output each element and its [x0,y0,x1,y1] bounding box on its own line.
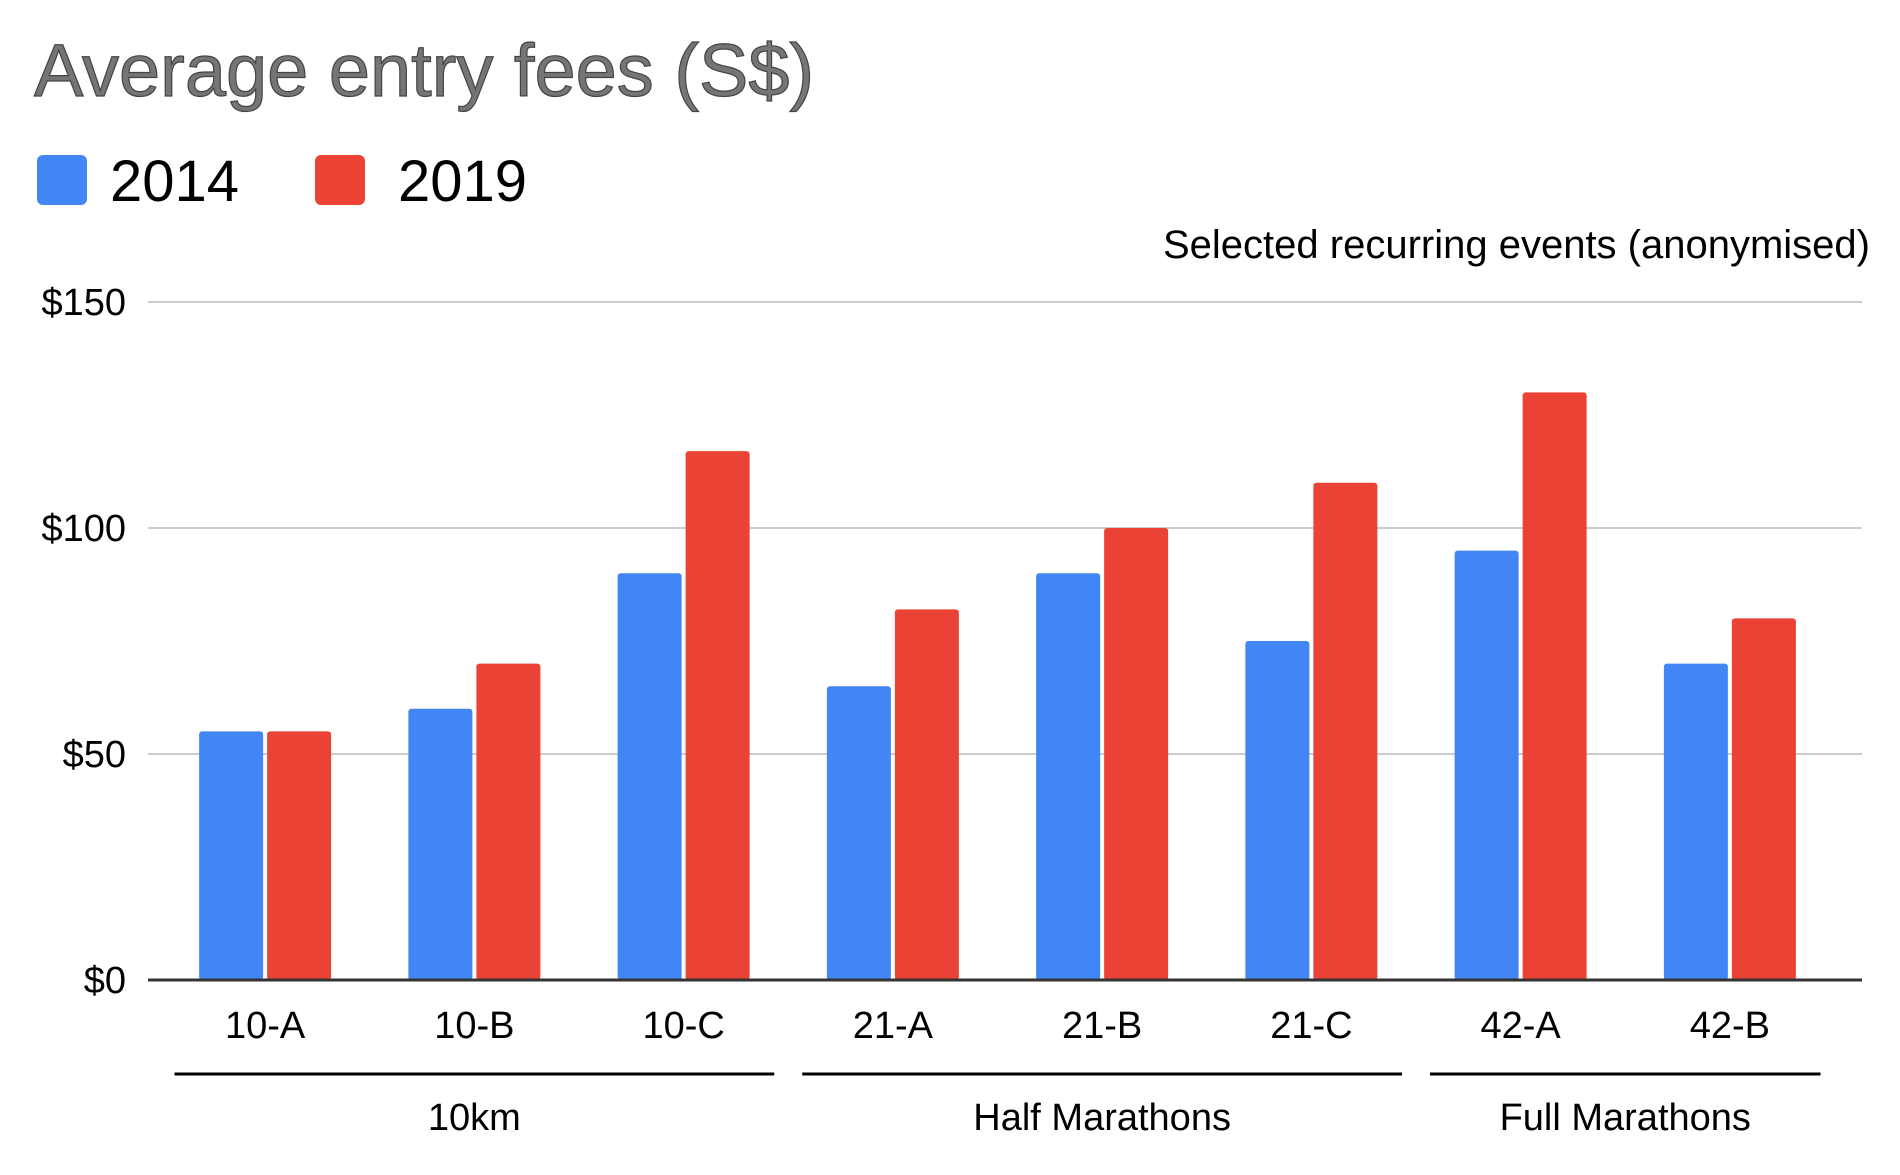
x-axis-ticks: 10-A 10-B 10-C 21-A 21-B 21-C 42-A 42-B [225,1005,1770,1047]
legend-swatch-2014 [37,155,87,205]
bar-42-A-2019 [1522,392,1587,980]
bar-10-C-2019 [685,451,750,980]
bar-42-B-2014 [1663,663,1728,980]
legend-swatch-2019 [315,155,365,205]
x-tick-label: 21-B [1062,1005,1142,1047]
bar-21-C-2014 [1245,641,1310,980]
legend-label-2019: 2019 [398,149,527,214]
group-label: Half Marathons [973,1097,1231,1139]
x-tick-label: 10-B [434,1005,514,1047]
bars [199,392,1796,980]
bar-10-A-2019 [267,731,332,980]
legend-label-2014: 2014 [110,149,239,214]
y-tick-label: $50 [63,734,126,776]
bar-21-B-2019 [1104,528,1169,980]
bar-10-B-2014 [408,708,473,980]
group-label: 10km [428,1097,521,1139]
y-tick-label: $0 [84,960,126,1002]
y-tick-label: $100 [41,508,126,550]
legend: 2014 2019 [37,149,527,214]
group-label: Full Marathons [1500,1097,1751,1139]
gridlines [148,301,1862,755]
y-axis-ticks: $0 $50 $100 $150 [41,282,126,1002]
x-tick-label: 21-C [1270,1005,1352,1047]
bar-42-A-2014 [1454,550,1519,980]
bar-10-B-2019 [476,663,541,980]
x-tick-label: 10-C [642,1005,724,1047]
bar-21-C-2019 [1313,482,1378,980]
x-tick-label: 42-A [1480,1005,1561,1047]
category-groups: 10km Half Marathons Full Marathons [174,1072,1821,1139]
bar-10-C-2014 [617,573,682,980]
chart-title: Average entry fees (S$) [34,29,814,112]
x-tick-label: 10-A [225,1005,306,1047]
bar-21-A-2019 [894,609,959,980]
bar-21-B-2014 [1036,573,1101,980]
x-tick-label: 42-B [1690,1005,1770,1047]
bar-42-B-2019 [1731,618,1796,980]
bar-21-A-2014 [826,686,891,980]
chart-subtitle: Selected recurring events (anonymised) [1163,223,1870,267]
bar-10-A-2014 [199,731,264,980]
x-tick-label: 21-A [853,1005,934,1047]
y-tick-label: $150 [41,282,126,324]
